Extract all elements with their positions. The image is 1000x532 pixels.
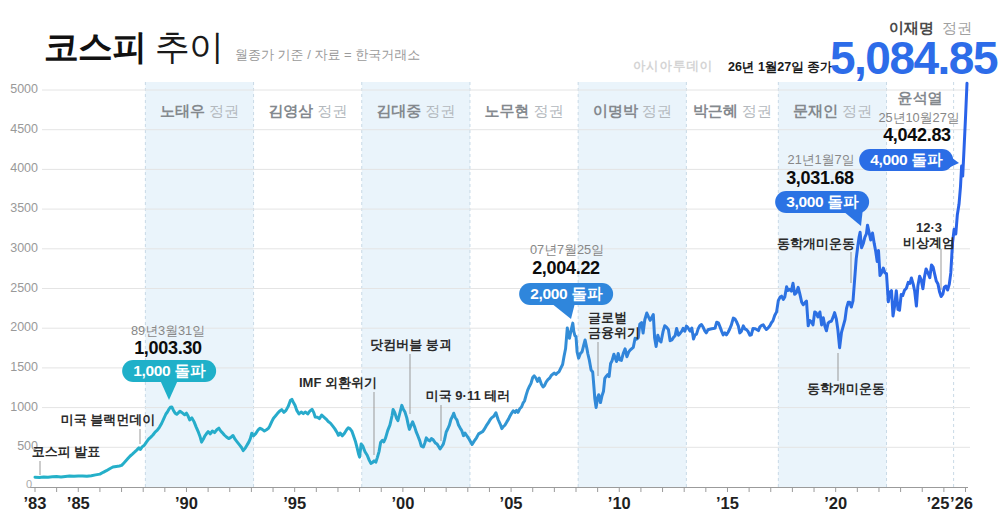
era-suffix: 정권 (317, 102, 347, 119)
era-suffix: 정권 (842, 102, 872, 119)
era-label-김영삼: 김영삼정권 (268, 102, 347, 121)
era-suffix: 정권 (209, 102, 239, 119)
title-suffix: 추이 (155, 24, 223, 71)
event-label: 미국 9·11 테러 (426, 389, 511, 404)
milestone-badge: 3,000 돌파 (775, 191, 869, 213)
era-name: 문재인 (793, 102, 838, 119)
milestone-date: 21년1월7일 (788, 152, 855, 169)
era-suffix: 정권 (534, 102, 564, 119)
latest-close-date: 26년 1월27일 종가 (728, 59, 832, 76)
event-label: 동학개미운동 (777, 237, 855, 252)
event-label: 12·3 비상계엄 (903, 221, 955, 250)
y-axis-label: 5000 (0, 82, 38, 96)
era-name: 박근혜 (693, 102, 738, 119)
y-axis-label: 4000 (0, 161, 38, 175)
event-label: IMF 외환위기 (299, 376, 377, 391)
x-axis-label: ’26 (950, 494, 973, 513)
milestone-value: 4,042.83 (883, 125, 951, 146)
page-title: 코스피 추이 월종가 기준 / 자료 = 한국거래소 (44, 24, 420, 71)
era-name: 노무현 (485, 102, 530, 119)
era-label-이명박: 이명박정권 (593, 102, 672, 121)
era-label-문재인: 문재인정권 (793, 102, 872, 121)
y-axis-label: 3000 (0, 241, 38, 255)
x-axis-label: ’90 (175, 494, 198, 513)
y-axis-label: 4500 (0, 122, 38, 136)
era-suffix: 정권 (742, 102, 772, 119)
y-axis-label: 3500 (0, 201, 38, 215)
event-label: 미국 블랙먼데이 (61, 413, 156, 428)
event-label: 동학개미운동 (807, 382, 885, 397)
era-label-노태우: 노태우정권 (160, 102, 239, 121)
x-axis-label: ’83 (24, 494, 47, 513)
milestone-value: 2,004.22 (532, 258, 600, 279)
current-admin-suffix: 정권 (942, 19, 972, 36)
era-name: 노태우 (160, 102, 205, 119)
milestone-badge: 4,000 돌파 (859, 149, 953, 171)
latest-close-value: 5,084.85 (830, 31, 997, 85)
y-axis-zero-label: 0 (0, 478, 32, 490)
milestone-badge: 1,000 돌파 (122, 360, 216, 382)
event-label: 글로벌 금융위기 (588, 311, 640, 340)
x-axis-label: ’20 (824, 494, 847, 513)
x-axis-label: ’00 (391, 494, 414, 513)
badge-tail (551, 303, 575, 319)
x-axis-label: ’85 (67, 494, 90, 513)
x-axis-label: ’05 (500, 494, 523, 513)
x-axis-label: ’15 (716, 494, 739, 513)
era-name: 김영삼 (268, 102, 313, 119)
era-label-노무현: 노무현정권 (485, 102, 564, 121)
event-label: 닷컴버블 붕괴 (370, 338, 452, 353)
x-axis-label: ’25 (926, 494, 949, 513)
watermark: 아시아투데이 (633, 58, 713, 75)
era-label-윤석열: 윤석열 (898, 89, 943, 108)
era-suffix: 정권 (425, 102, 455, 119)
event-label: 코스피 발표 (32, 445, 101, 460)
y-axis-label: 1000 (0, 400, 38, 414)
title-main: 코스피 (44, 24, 146, 71)
era-name: 이명박 (593, 102, 638, 119)
current-admin-name: 이재명 (889, 19, 934, 36)
milestone-date: 07년7월25일 (530, 242, 604, 259)
x-axis-label: ’95 (283, 494, 306, 513)
y-axis-label: 2500 (0, 281, 38, 295)
y-axis-label: 1500 (0, 360, 38, 374)
milestone-badge: 2,000 돌파 (519, 283, 613, 305)
x-axis-label: ’10 (608, 494, 631, 513)
era-name: 윤석열 (898, 89, 943, 106)
kospi-trend-infographic: 코스피 추이 월종가 기준 / 자료 = 한국거래소 아시아투데이 26년 1월… (0, 0, 1000, 532)
milestone-value: 1,003.30 (134, 338, 202, 359)
era-name: 김대중 (376, 102, 421, 119)
title-subtitle: 월종가 기준 / 자료 = 한국거래소 (235, 46, 420, 64)
current-administration-label: 이재명 정권 (889, 19, 972, 38)
era-label-김대중: 김대중정권 (376, 102, 455, 121)
era-suffix: 정권 (642, 102, 672, 119)
y-axis-label: 2000 (0, 320, 38, 334)
milestone-value: 3,031.68 (786, 168, 854, 189)
era-label-박근혜: 박근혜정권 (693, 102, 772, 121)
